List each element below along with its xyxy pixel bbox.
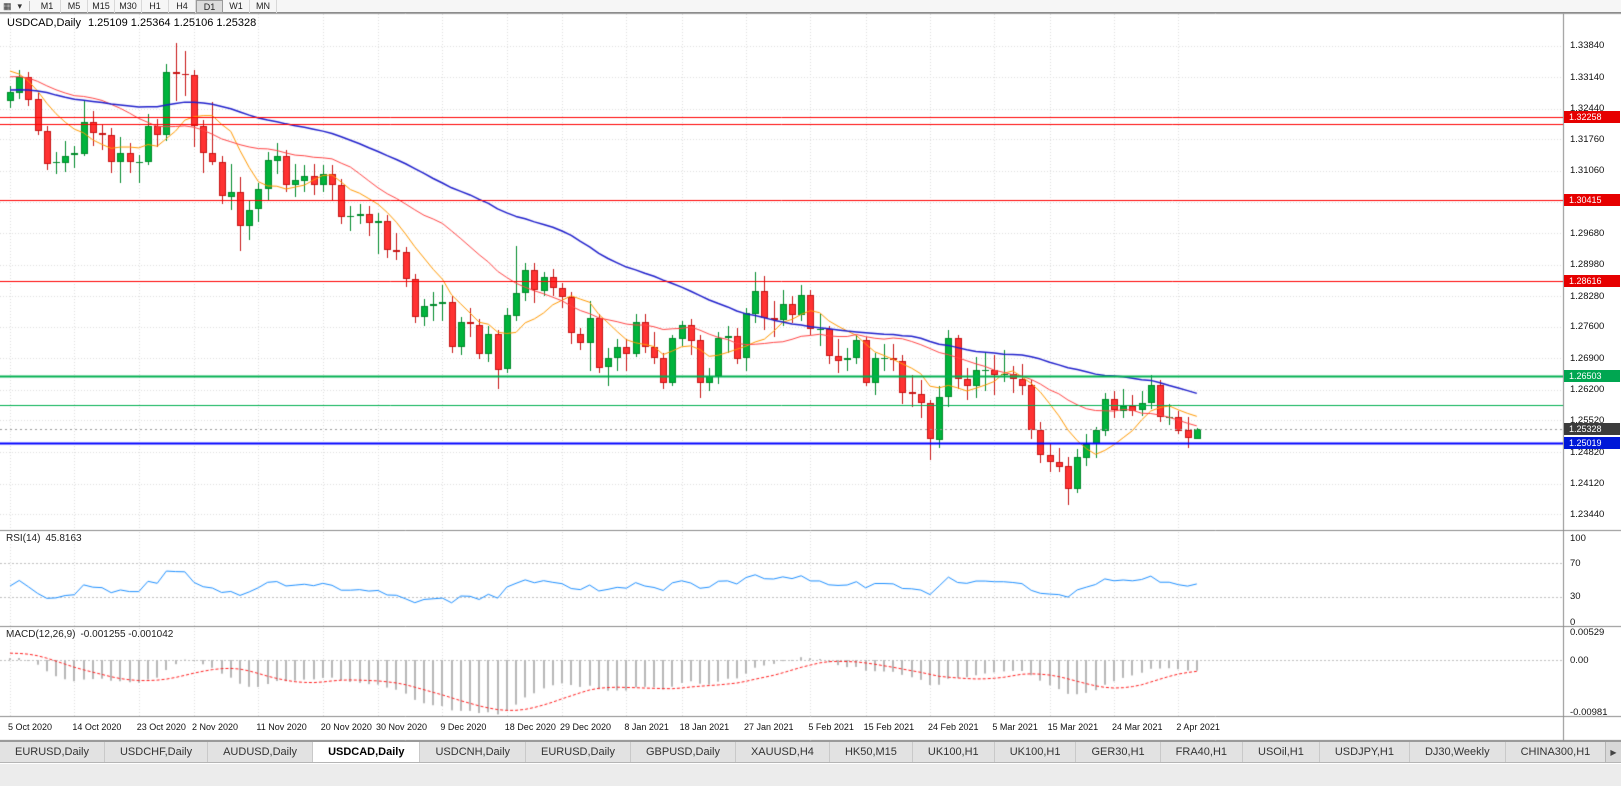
date-axis-label: 5 Oct 2020	[8, 722, 53, 732]
timeframe-button[interactable]: D1	[196, 0, 224, 13]
timeframe-button[interactable]: MN	[250, 0, 278, 13]
price-axis-label: 1.25520	[1570, 414, 1605, 426]
macd-axis-label: -0.00981	[1570, 706, 1608, 718]
symbol-tab[interactable]: UK100,H1	[912, 742, 995, 762]
rsi-axis-label: 0	[1570, 616, 1576, 628]
symbol-tab[interactable]: USDCAD,Daily	[313, 742, 421, 762]
date-axis-label: 30 Nov 2020	[376, 722, 428, 732]
tab-scroll-right-icon[interactable]: ▶	[1605, 742, 1621, 762]
price-axis-label: 1.26900	[1570, 352, 1605, 364]
symbol-tab[interactable]: GER30,H1	[1076, 742, 1161, 762]
chart-canvas[interactable]	[0, 0, 1621, 741]
rsi-axis[interactable]: 100 70 30 0	[1563, 0, 1621, 741]
price-axis-label: 1.23440	[1570, 508, 1605, 520]
symbol-tab[interactable]: XAUUSD,H4	[735, 742, 830, 762]
date-axis[interactable]: 5 Oct 2020 14 Oct 2020 23 Oct 2020 2 Nov 20…	[0, 0, 1621, 741]
date-axis-label: 24 Mar 2021	[1112, 722, 1163, 732]
macd-axis-label: 0.00529	[1570, 626, 1605, 638]
symbol-tab[interactable]: DJ30,Weekly	[1409, 742, 1506, 762]
price-axis-label: 1.31060	[1570, 165, 1605, 177]
rsi-axis-label: 70	[1570, 557, 1581, 569]
date-axis-label: 5 Mar 2021	[992, 722, 1038, 732]
chart-window-icon[interactable]: ▦	[3, 1, 12, 11]
price-axis-label: 1.26200	[1570, 384, 1605, 396]
symbol-tab[interactable]: USDCHF,Daily	[104, 742, 209, 762]
price-axis-label: 1.27600	[1570, 321, 1605, 333]
price-axis-label: 1.24820	[1570, 446, 1605, 458]
chevron-down-icon[interactable]: ▾	[17, 1, 23, 11]
symbol-tab[interactable]: USDJPY,H1	[1319, 742, 1410, 762]
timeframe-button[interactable]: M30	[115, 0, 143, 13]
price-axis-label: 1.33840	[1570, 40, 1605, 52]
symbol-tab[interactable]: GBPUSD,Daily	[631, 742, 736, 762]
timeframe-button[interactable]: H4	[169, 0, 197, 13]
date-axis-label: 8 Jan 2021	[624, 722, 669, 732]
symbol-tab[interactable]: USDCNH,Daily	[420, 742, 527, 762]
price-axis-label: 1.32440	[1570, 103, 1605, 115]
price-axis-label: 1.28980	[1570, 259, 1605, 271]
timeframe-button[interactable]: H1	[142, 0, 170, 13]
date-axis-label: 27 Jan 2021	[744, 722, 794, 732]
date-axis-label: 9 Dec 2020	[440, 722, 487, 732]
date-axis-label: 24 Feb 2021	[928, 722, 979, 732]
status-strip	[0, 764, 1621, 786]
symbol-tab-bar: EURUSD,Daily USDCHF,Daily AUDUSD,Daily USDC…	[0, 741, 1621, 763]
date-axis-label: 2 Nov 2020	[192, 722, 239, 732]
price-axis[interactable]: 1.33840 1.33140 1.32440 1.31760 1.31060 1.303…	[1563, 0, 1621, 741]
macd-axis-label: 0.00	[1570, 654, 1589, 666]
price-axis-label: 1.33140	[1570, 71, 1605, 83]
symbol-tab[interactable]: CHINA300,H1	[1505, 742, 1605, 762]
date-axis-label: 11 Nov 2020	[256, 722, 307, 732]
date-axis-label: 20 Nov 2020	[320, 722, 372, 732]
symbol-tab[interactable]: UK100,H1	[994, 742, 1077, 762]
toolbar-divider	[29, 1, 31, 11]
date-axis-label: 15 Feb 2021	[863, 722, 915, 732]
date-axis-label: 23 Oct 2020	[136, 722, 186, 732]
symbol-tabs: EURUSD,Daily USDCHF,Daily AUDUSD,Daily USDC…	[0, 742, 1605, 762]
timeframe-button[interactable]: M5	[61, 0, 89, 13]
timeframe-button[interactable]: W1	[223, 0, 251, 13]
rsi-axis-label: 100	[1570, 532, 1586, 544]
timeframe-button[interactable]: M1	[34, 0, 62, 13]
date-axis-label: 18 Dec 2020	[504, 722, 556, 732]
symbol-tab[interactable]: EURUSD,Daily	[526, 742, 631, 762]
symbol-tab[interactable]: HK50,M15	[829, 742, 913, 762]
rsi-axis-label: 30	[1570, 591, 1581, 603]
price-axis-label: 1.28280	[1570, 290, 1605, 302]
date-axis-label: 14 Oct 2020	[72, 722, 122, 732]
symbol-tab[interactable]: EURUSD,Daily	[0, 742, 105, 762]
price-axis-label: 1.24120	[1570, 478, 1605, 490]
date-axis-label: 2 Apr 2021	[1176, 722, 1220, 732]
symbol-tab[interactable]: USOil,H1	[1243, 742, 1320, 762]
price-axis-label: 1.31760	[1570, 133, 1605, 145]
price-axis-label: 1.29680	[1570, 227, 1605, 239]
date-axis-label: 5 Feb 2021	[808, 722, 854, 732]
date-axis-label: 15 Mar 2021	[1047, 722, 1099, 732]
symbol-tab[interactable]: AUDUSD,Daily	[208, 742, 314, 762]
date-axis-label: 18 Jan 2021	[679, 722, 730, 732]
symbol-tab[interactable]: FRA40,H1	[1160, 742, 1244, 762]
timeframe-button-group: M1 M5 M15 M30 H1 H4 D1 W1 MN	[34, 0, 278, 13]
macd-axis[interactable]: 0.00529 0.00 -0.00981	[1563, 0, 1621, 741]
date-axis-label: 29 Dec 2020	[560, 722, 612, 732]
timeframe-button[interactable]: M15	[88, 0, 116, 13]
timeframe-toolbar: ▦ ▾ M1 M5 M15 M30 H1 H4 D1 W1 MN	[0, 0, 1621, 13]
